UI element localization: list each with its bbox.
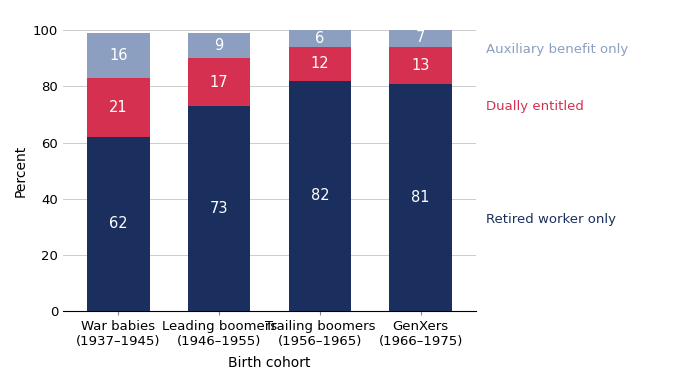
Text: 16: 16 <box>109 48 127 63</box>
Text: 17: 17 <box>210 75 228 90</box>
Bar <box>188 58 251 106</box>
Bar <box>389 28 452 47</box>
Text: 82: 82 <box>311 188 329 203</box>
Bar <box>288 47 351 81</box>
X-axis label: Birth cohort: Birth cohort <box>228 356 311 370</box>
Text: 73: 73 <box>210 201 228 216</box>
Bar <box>188 33 251 58</box>
Text: Dually entitled: Dually entitled <box>486 100 584 113</box>
Bar <box>389 84 452 311</box>
Text: Retired worker only: Retired worker only <box>486 213 617 226</box>
Text: 13: 13 <box>412 58 430 73</box>
Text: 12: 12 <box>311 56 329 72</box>
Bar <box>288 81 351 311</box>
Text: 81: 81 <box>412 190 430 205</box>
Text: 6: 6 <box>315 31 325 46</box>
Text: 62: 62 <box>109 216 127 231</box>
Text: Auxiliary benefit only: Auxiliary benefit only <box>486 43 629 56</box>
Text: 9: 9 <box>214 38 224 53</box>
Bar <box>389 47 452 84</box>
Text: 7: 7 <box>416 30 426 45</box>
Y-axis label: Percent: Percent <box>13 144 27 197</box>
Bar <box>88 33 150 78</box>
Bar <box>88 78 150 137</box>
Bar <box>88 137 150 311</box>
Text: 21: 21 <box>109 100 127 115</box>
Bar <box>288 30 351 47</box>
Bar <box>188 106 251 311</box>
